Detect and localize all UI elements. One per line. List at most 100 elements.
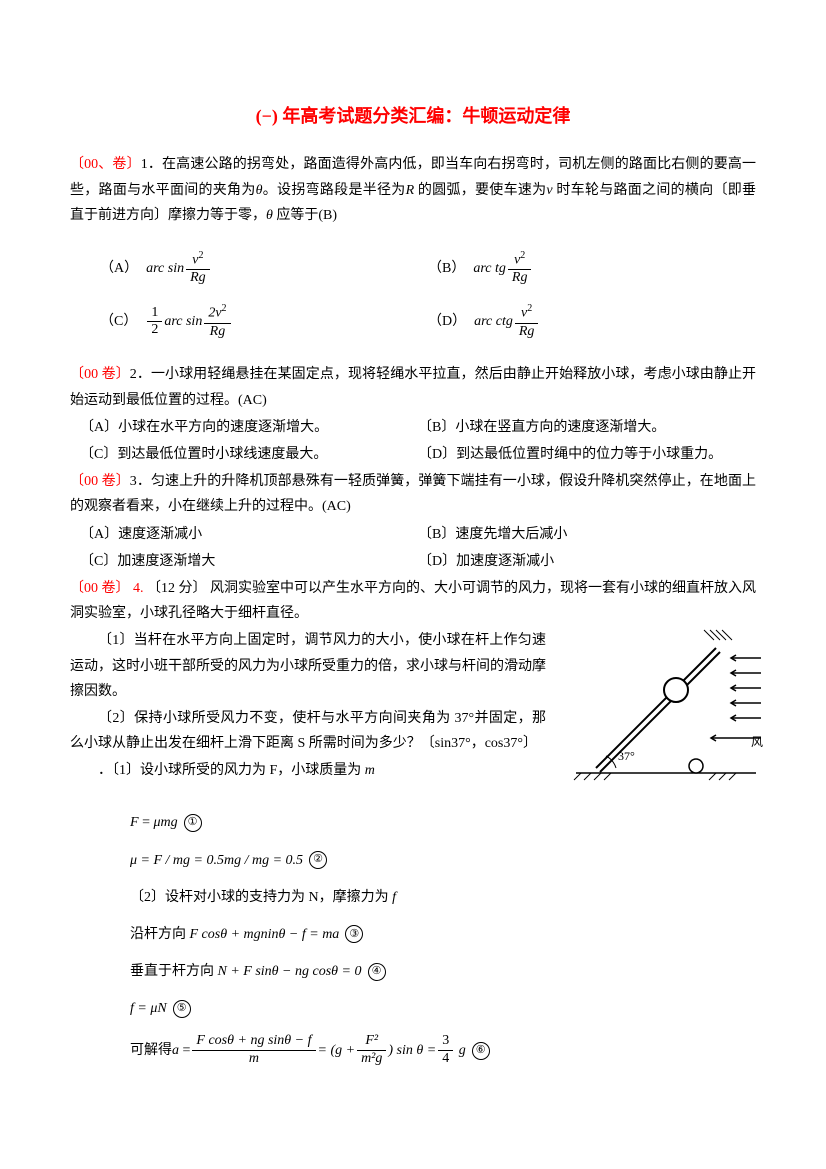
q1-c-sup: 2 [222, 303, 227, 314]
q1-c-pd: 2 [147, 322, 162, 339]
q1-theta: θ [256, 183, 263, 198]
q4-sol2-text: 〔2〕设杆对小球的支持力为 N，摩擦力为 [130, 890, 392, 905]
q1-b-fn: arc tg [473, 256, 506, 281]
eq6-tail: g [459, 1038, 466, 1063]
q1-c-label: （C） [100, 309, 137, 334]
q3-opt-b: 〔B〕速度先增大后减小 [418, 522, 756, 547]
q2-stem: 〔00 卷〕2．一小球用轻绳悬挂在某固定点，现将轻绳水平拉直，然后由静止开始释放… [70, 362, 756, 412]
q3-options: 〔A〕速度逐渐减小 〔B〕速度先增大后减小 [80, 522, 756, 547]
q1-stem: 〔00、卷〕1．在高速公路的拐弯处，路面造得外高内低，即当车向右拐弯时，司机左侧… [70, 152, 756, 228]
q1-c-pn: 1 [147, 305, 162, 323]
q1-opt-b: （B） arc tg v2 Rg [428, 242, 756, 295]
eq1: F = μmg ① [130, 810, 756, 835]
q2-text: 一小球用轻绳悬挂在某固定点，现将轻绳水平拉直，然后由静止开始释放小球，考虑小球由… [70, 367, 756, 407]
q1-opt-c: （C） 1 2 arc sin 2v2 Rg [100, 295, 428, 348]
q2-opt-a: 〔A〕小球在水平方向的速度逐渐增大。 [80, 415, 418, 440]
eq6-f3n: 3 [438, 1033, 453, 1051]
eq3: 沿杆方向 F cosθ + mgninθ − f = ma ③ [130, 922, 756, 947]
eq1-rhs: μmg [153, 810, 177, 835]
eq1-lhs: F [130, 810, 139, 835]
eq6-label: 可解得 [130, 1038, 172, 1063]
q3-num: 3． [130, 474, 151, 489]
q1-b-label: （B） [428, 256, 465, 281]
q2-opt-d: 〔D〕到达最低位置时绳中的位力等于小球重力。 [418, 442, 756, 467]
q1-d-frac: v2 Rg [515, 303, 539, 340]
eq4-full: N + F sinθ − ng cosθ = 0 [218, 959, 362, 984]
q3-tag: 〔00 卷〕 [70, 474, 130, 489]
q4-sol1-text: ．〔1〕设小球所受的风力为 F，小球质量为 [98, 763, 365, 778]
q1-c-den: Rg [204, 324, 230, 341]
eq6-eq: = [183, 1038, 191, 1063]
wind-label: 风 [751, 735, 763, 749]
q1-opt-a: （A） arc sin v2 Rg [100, 242, 428, 295]
eq6-frac1: F cosθ + ng sinθ − f m [192, 1033, 315, 1068]
eq4: 垂直于杆方向 N + F sinθ − ng cosθ = 0 ④ [130, 959, 756, 984]
q3-opt-c: 〔C〕加速度逐渐增大 [80, 549, 418, 574]
q1-a-fn: arc sin [146, 256, 184, 281]
q2-opt-c: 〔C〕到达最低位置时小球线速度最大。 [80, 442, 418, 467]
q1-R: R [406, 183, 415, 198]
eq3-circ: ③ [345, 925, 363, 943]
q4-pts: 〔12 分〕 [147, 581, 207, 596]
q3-opt-a: 〔A〕速度逐渐减小 [80, 522, 418, 547]
page-title: (−) 年高考试题分类汇编：牛顿运动定律 [70, 100, 756, 132]
eq5-circ: ⑤ [173, 1000, 191, 1018]
eq2-circ: ② [309, 851, 327, 869]
page-root: (−) 年高考试题分类汇编：牛顿运动定律 〔00、卷〕1．在高速公路的拐弯处，路… [0, 0, 826, 1169]
q4-diagram: 37° 风 [556, 628, 766, 788]
eq2-full: μ = F / mg = 0.5mg / mg = 0.5 [130, 848, 303, 873]
q3-stem: 〔00 卷〕3．匀速上升的升降机顶部悬殊有一轻质弹簧，弹簧下端挂有一小球，假设升… [70, 469, 756, 519]
q1-b-sup: 2 [520, 250, 525, 261]
q4-sol1-m: m [365, 763, 375, 778]
eq6-frac2: F² m²g [357, 1033, 386, 1068]
q2-options-2: 〔C〕到达最低位置时小球线速度最大。 〔D〕到达最低位置时绳中的位力等于小球重力… [80, 442, 756, 467]
q2-num: 2． [130, 367, 151, 382]
eq6: 可解得 a = F cosθ + ng sinθ − f m = (g + F²… [130, 1033, 756, 1068]
q2-opt-b: 〔B〕小球在竖直方向的速度逐渐增大。 [418, 415, 756, 440]
q1-b-frac: v2 Rg [508, 250, 532, 287]
q4-tag: 〔00 卷〕 [70, 581, 130, 596]
eq4-label: 垂直于杆方向 [130, 959, 214, 984]
q1-a-label: （A） [100, 256, 138, 281]
q1-num: 1． [141, 157, 162, 172]
q3-opt-d: 〔D〕加速度逐渐减小 [418, 549, 756, 574]
q1-tag: 〔00、卷〕 [70, 157, 141, 172]
eq6-f2d: m²g [357, 1051, 386, 1068]
q1-a-sup: 2 [199, 250, 204, 261]
eq5: f = μN ⑤ [130, 996, 756, 1021]
q1-opt-d: （D） arc ctg v2 Rg [428, 295, 756, 348]
q4-stem: 〔00 卷〕 4. 〔12 分〕 风洞实验室中可以产生水平方向的、大小可调节的风… [70, 576, 756, 626]
angle-label: 37° [618, 749, 635, 763]
eq6-mid2: ) sin θ = [388, 1038, 436, 1063]
q1-a-den: Rg [186, 270, 210, 287]
q1-c-pref: 1 2 [147, 305, 162, 340]
eq6-f2n: F² [357, 1033, 386, 1051]
eq6-f1n: F cosθ + ng sinθ − f [192, 1033, 315, 1051]
eq6-a: a [172, 1038, 179, 1063]
q4-body: 37° 风 〔1〕当杆在水平方向上固定时，调节风力的大小，使小球在杆上作匀速运动… [70, 628, 756, 798]
eq6-frac3: 3 4 [438, 1033, 453, 1068]
q1-b-den: Rg [508, 270, 532, 287]
q1-d-fn: arc ctg [474, 309, 513, 334]
eq3-label: 沿杆方向 [130, 922, 186, 947]
q1-c-num: 2v [208, 306, 221, 321]
q2-options: 〔A〕小球在水平方向的速度逐渐增大。 〔B〕小球在竖直方向的速度逐渐增大。 [80, 415, 756, 440]
q4-sol2-f: f [392, 890, 396, 905]
eq6-f1d: m [192, 1051, 315, 1068]
eq3-full: F cosθ + mgninθ − f = ma [190, 922, 340, 947]
q1-d-sup: 2 [527, 303, 532, 314]
eq1-op: = [142, 810, 150, 835]
eq1-circ: ① [184, 814, 202, 832]
eq6-mid: = (g + [318, 1038, 356, 1063]
q1-a-frac: v2 Rg [186, 250, 210, 287]
q1-t2: 。设拐弯路段是半径为 [263, 183, 406, 198]
q2-tag: 〔00 卷〕 [70, 367, 130, 382]
eq2: μ = F / mg = 0.5mg / mg = 0.5 ② [130, 848, 756, 873]
q4-sol2-lead: 〔2〕设杆对小球的支持力为 N，摩擦力为 f [130, 885, 756, 910]
q1-d-label: （D） [428, 309, 466, 334]
q1-t5: 应等于(B) [273, 208, 337, 223]
eq6-circ: ⑥ [472, 1042, 490, 1060]
eq6-f3d: 4 [438, 1051, 453, 1068]
q1-d-den: Rg [515, 324, 539, 341]
q1-c-fn: arc sin [164, 309, 202, 334]
